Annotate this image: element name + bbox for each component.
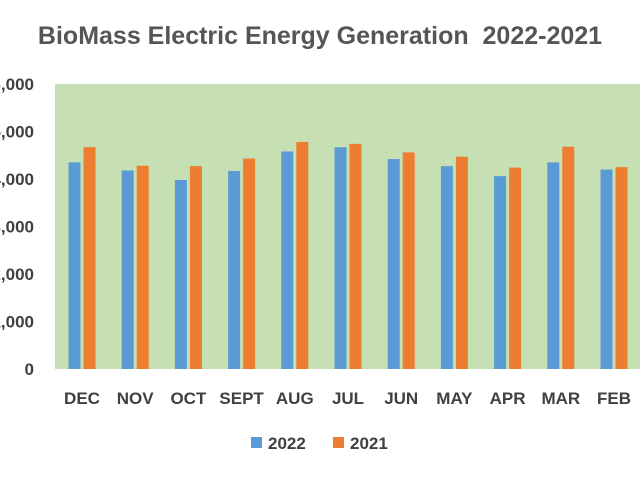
bar-2021-apr xyxy=(509,167,522,369)
chart-title: BioMass Electric Energy Generation 2022-… xyxy=(37,22,603,50)
bar-2021-jun xyxy=(402,152,415,369)
x-tick-label: FEB xyxy=(597,389,631,408)
legend-label-2021: 2021 xyxy=(350,434,388,453)
bar-2022-mar xyxy=(547,162,560,369)
bar-2022-jul xyxy=(334,147,347,369)
y-tick-label: 6,000 xyxy=(0,75,34,94)
y-axis: 0 1,000 2,000 3,000 4,000 5,000 6,000 xyxy=(0,75,34,379)
bar-2022-dec xyxy=(68,162,81,369)
x-axis: DEC NOV OCT SEPT AUG JUL JUN MAY APR MAR FEB xyxy=(64,389,631,408)
plot-area xyxy=(55,84,640,369)
x-tick-label: DEC xyxy=(64,389,100,408)
y-tick-label: 1,000 xyxy=(0,313,34,332)
legend: 2022 2021 xyxy=(251,434,388,453)
y-tick-label: 2,000 xyxy=(0,265,34,284)
x-tick-label: MAR xyxy=(541,389,580,408)
bar-2022-aug xyxy=(281,151,294,369)
legend-swatch-2022 xyxy=(251,437,262,448)
x-tick-label: JUL xyxy=(332,389,364,408)
bar-2022-apr xyxy=(494,176,507,369)
bar-2021-feb xyxy=(615,167,628,369)
x-tick-label: NOV xyxy=(117,389,155,408)
legend-swatch-2021 xyxy=(333,437,344,448)
bar-2022-feb xyxy=(600,169,613,369)
y-tick-label: 3,000 xyxy=(0,218,34,237)
bar-2022-oct xyxy=(174,179,187,369)
bar-2021-jul xyxy=(349,143,362,369)
bar-2022-sept xyxy=(228,170,241,369)
y-tick-label: 5,000 xyxy=(0,123,34,142)
bar-2021-mar xyxy=(562,146,575,369)
x-tick-label: OCT xyxy=(170,389,207,408)
bar-2021-dec xyxy=(83,147,96,369)
x-tick-label: AUG xyxy=(276,389,314,408)
bar-2021-may xyxy=(455,156,468,369)
x-tick-label: APR xyxy=(490,389,526,408)
bar-2021-aug xyxy=(296,141,309,369)
bars xyxy=(68,141,628,369)
x-tick-label: SEPT xyxy=(219,389,264,408)
bar-2022-jun xyxy=(387,159,400,369)
legend-label-2022: 2022 xyxy=(268,434,306,453)
bar-2021-oct xyxy=(189,166,202,369)
x-tick-label: MAY xyxy=(436,389,473,408)
bar-2021-nov xyxy=(136,165,149,369)
x-tick-label: JUN xyxy=(384,389,418,408)
bar-2022-nov xyxy=(121,170,134,369)
y-tick-label: 0 xyxy=(25,360,34,379)
y-tick-label: 4,000 xyxy=(0,170,34,189)
bar-2022-may xyxy=(440,166,453,369)
bar-2021-sept xyxy=(243,158,256,369)
